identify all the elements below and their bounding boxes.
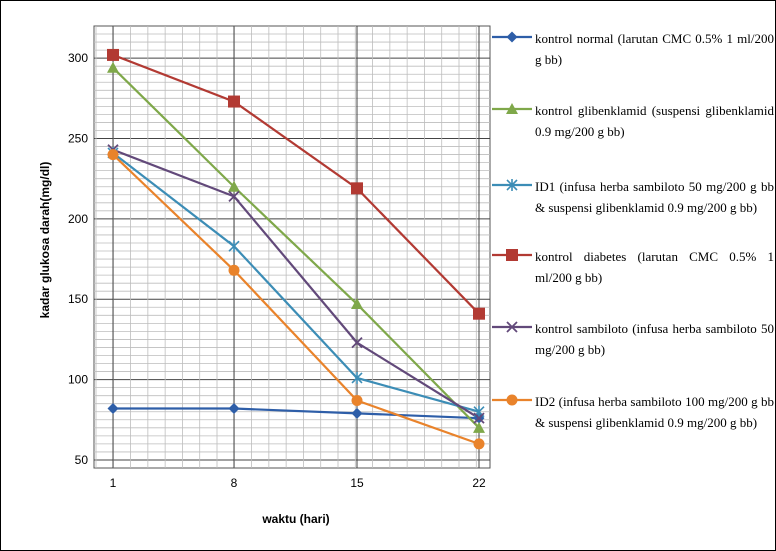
legend-symbol <box>506 31 518 43</box>
data-point <box>351 371 363 384</box>
data-point <box>473 412 485 424</box>
legend-label: kontrol glibenklamid (suspensi glibenkla… <box>535 103 774 139</box>
series-markers <box>107 48 485 450</box>
series-line <box>112 148 480 420</box>
data-point <box>107 403 119 415</box>
y-tick-label: 50 <box>75 453 89 467</box>
legend-marker <box>492 249 532 261</box>
y-axis-label: kadar glukosa darah(mg/dl) <box>38 162 52 319</box>
legend-marker <box>492 394 532 406</box>
tick-labels: 50 100 150 200 250 300 1 8 15 22 <box>68 51 486 490</box>
legend-item: ID2 (infusa herba sambiloto 100 mg/200 g… <box>490 391 774 451</box>
series-line <box>112 153 480 445</box>
data-point <box>351 407 363 419</box>
legend-item: kontrol glibenklamid (suspensi glibenkla… <box>490 100 774 160</box>
y-tick-label: 250 <box>68 132 88 146</box>
grid <box>93 25 491 469</box>
data-point <box>228 95 240 108</box>
legend-item: ID1 (infusa herba sambiloto 50 mg/200 g … <box>490 176 774 236</box>
y-tick-label: 100 <box>68 373 88 387</box>
data-point <box>473 421 485 433</box>
legend-symbol <box>506 103 518 114</box>
legend-item: kontrol sambiloto (infusa herba sambilot… <box>490 318 774 378</box>
series-lines <box>112 53 480 445</box>
data-point <box>228 403 240 415</box>
data-point <box>107 61 119 73</box>
y-tick-label: 300 <box>68 51 88 65</box>
series-line <box>113 407 480 420</box>
data-point <box>351 298 363 310</box>
data-point <box>351 394 363 406</box>
series-line <box>112 67 480 429</box>
x-axis-label: waktu (hari) <box>261 512 329 526</box>
x-tick-label: 22 <box>472 476 486 490</box>
legend-marker <box>492 103 532 114</box>
legend-symbol <box>506 394 518 406</box>
x-tick-label: 8 <box>231 476 238 490</box>
y-tick-label: 150 <box>68 292 88 306</box>
legend-marker <box>492 179 532 191</box>
y-tick-label: 200 <box>68 212 88 226</box>
data-point <box>228 180 240 192</box>
legend-label: kontrol normal (larutan CMC 0.5% 1 ml/20… <box>535 31 774 67</box>
data-point <box>228 264 240 276</box>
legend-marker <box>492 31 532 43</box>
legend-symbol <box>506 179 518 191</box>
x-tick-label: 15 <box>350 476 364 490</box>
data-point <box>228 240 240 253</box>
series-line <box>112 152 480 413</box>
data-point <box>473 307 485 320</box>
data-point <box>473 438 485 450</box>
data-point <box>228 190 240 203</box>
legend-label: kontrol diabetes (larutan CMC 0.5% 1 ml/… <box>535 249 774 285</box>
legend-label: ID1 (infusa herba sambiloto 50 mg/200 g … <box>535 179 774 215</box>
data-point <box>351 336 363 349</box>
data-point <box>107 48 119 61</box>
legend-label: kontrol sambiloto (infusa herba sambilot… <box>535 321 774 357</box>
legend-symbol <box>506 249 518 261</box>
legend-label: ID2 (infusa herba sambiloto 100 mg/200 g… <box>535 394 774 430</box>
legend-marker <box>492 321 532 333</box>
legend-symbol <box>506 321 518 333</box>
series-line <box>112 53 480 315</box>
x-tick-label: 1 <box>110 476 117 490</box>
plot-area <box>93 25 491 469</box>
legend-item: kontrol normal (larutan CMC 0.5% 1 ml/20… <box>490 28 774 88</box>
data-point <box>107 149 119 161</box>
legend-item: kontrol diabetes (larutan CMC 0.5% 1 ml/… <box>490 246 774 306</box>
data-point <box>351 182 363 195</box>
